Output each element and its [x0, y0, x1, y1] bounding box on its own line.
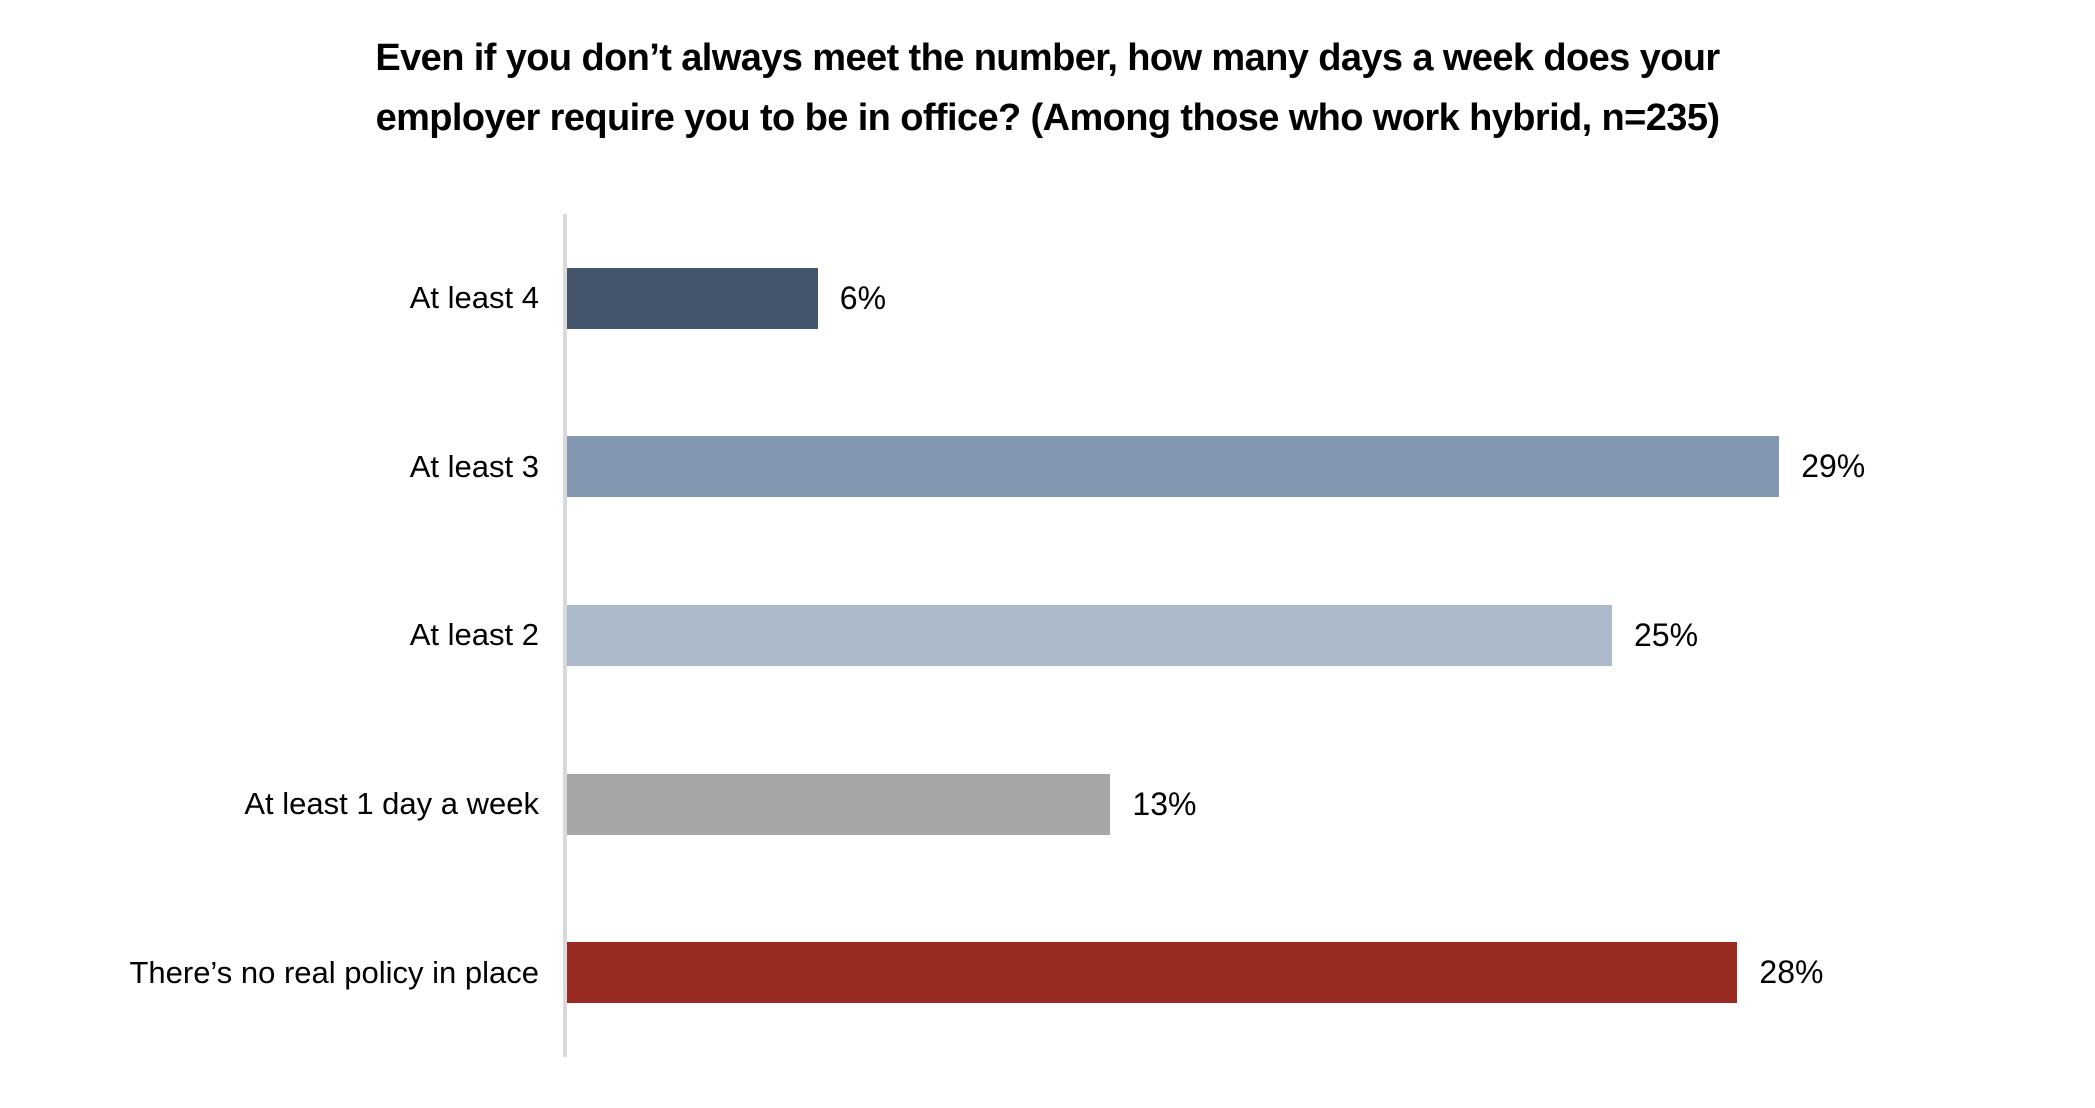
bar	[567, 604, 1612, 666]
value-label: 6%	[839, 279, 887, 316]
value-label: 13%	[1132, 785, 1197, 822]
bar-track: 28%	[567, 888, 2095, 1057]
category-label: There’s no real policy in place	[129, 954, 539, 990]
bar	[567, 942, 1738, 1004]
chart-title: Even if you don’t always meet the number…	[0, 28, 2095, 148]
bar-track: 6%	[567, 214, 2095, 383]
bar-track: 29%	[567, 383, 2095, 552]
chart-title-line-1: Even if you don’t always meet the number…	[375, 37, 1720, 79]
category-label: At least 2	[409, 617, 539, 653]
y-axis-line	[563, 214, 567, 1057]
bar	[567, 267, 818, 329]
category-label: At least 1 day a week	[244, 786, 539, 822]
bar-row: At least 2 25%	[0, 551, 2095, 720]
bar-track: 13%	[567, 720, 2095, 889]
bar-row: At least 1 day a week 13%	[0, 720, 2095, 889]
rows: At least 4 6% At least 3 29% At least 2 …	[0, 214, 2095, 1057]
bar-track: 25%	[567, 551, 2095, 720]
bar	[567, 436, 1780, 498]
bar	[567, 773, 1111, 835]
bar-row: There’s no real policy in place 28%	[0, 888, 2095, 1057]
category-label: At least 4	[409, 280, 539, 316]
value-label: 29%	[1801, 448, 1866, 485]
value-label: 25%	[1634, 616, 1699, 653]
chart-title-line-2: employer require you to be in office? (A…	[375, 97, 1720, 139]
bar-row: At least 3 29%	[0, 383, 2095, 552]
value-label: 28%	[1759, 954, 1824, 991]
category-label: At least 3	[409, 448, 539, 484]
bar-row: At least 4 6%	[0, 214, 2095, 383]
plot-area: At least 4 6% At least 3 29% At least 2 …	[0, 214, 2095, 1057]
